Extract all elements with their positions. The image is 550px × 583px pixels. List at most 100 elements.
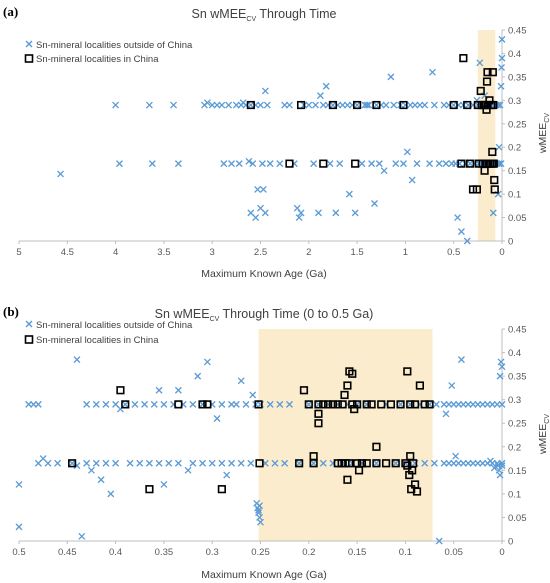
data-point-outside-china: [408, 176, 416, 184]
data-point-outside-china: [400, 160, 407, 168]
data-point-china: [409, 459, 418, 468]
data-point-china: [410, 400, 420, 409]
y-tick-label: 0: [508, 237, 513, 248]
data-point-outside-china: [160, 400, 168, 408]
data-point-china: [309, 452, 318, 461]
data-point-outside-china: [121, 400, 129, 408]
data-point-outside-china: [237, 377, 245, 385]
data-point-outside-china: [448, 382, 456, 389]
data-point-china: [343, 475, 352, 484]
data-point-outside-china: [141, 400, 149, 408]
data-point-outside-china: [426, 160, 434, 168]
data-point-outside-china: [312, 101, 320, 109]
data-point-outside-china: [256, 502, 263, 510]
data-point-china: [490, 185, 499, 194]
data-point-outside-china: [310, 160, 318, 168]
panel-b-legend-marker-outside-china: [25, 320, 33, 328]
data-point-outside-china: [365, 101, 373, 109]
data-point-china: [449, 100, 458, 110]
panel-b-title-main: Sn wMEE: [155, 307, 210, 321]
data-point-outside-china: [237, 459, 245, 467]
data-point-china: [386, 400, 396, 409]
data-point-china: [372, 100, 381, 110]
data-point-outside-china: [170, 101, 178, 109]
panel-a-legend-label-china: Sn-mineral localities in China: [36, 54, 159, 65]
data-point-outside-china: [489, 209, 497, 217]
data-point-outside-china: [259, 185, 267, 193]
data-point-china: [295, 459, 304, 468]
data-point-china: [314, 419, 323, 428]
data-point-outside-china: [261, 87, 269, 95]
y-tick-label: 0.25: [508, 419, 527, 430]
data-point-outside-china: [413, 160, 421, 168]
data-point-outside-china: [102, 459, 110, 467]
panel-b-legend-label-outside-china: Sn-mineral localities outside of China: [36, 320, 193, 331]
panel-b-highlight-band: [258, 329, 433, 541]
panel-a-title-rest: Through Time: [256, 7, 336, 21]
x-tick-label: 0.5: [12, 547, 25, 558]
panel-a-y-axis-title: wMEECV: [537, 113, 550, 154]
data-point-outside-china: [220, 160, 228, 168]
x-tick-label: 0.05: [444, 547, 463, 558]
panel-a-legend-marker-outside-china: [25, 40, 33, 48]
x-tick-label: 0.1: [399, 547, 412, 558]
panel-b-y-axis-title-sub: CV: [544, 414, 550, 424]
x-tick-label: 0.2: [302, 547, 315, 558]
data-point-outside-china: [452, 452, 460, 460]
data-point-outside-china: [368, 160, 376, 168]
data-point-china: [333, 459, 342, 468]
data-point-outside-china: [107, 490, 115, 498]
data-point-china: [399, 100, 408, 110]
panel-a-title-main: Sn wMEE: [192, 7, 247, 21]
data-point-outside-china: [375, 160, 383, 168]
data-point-outside-china: [457, 228, 465, 236]
data-point-outside-china: [83, 400, 91, 408]
x-tick-label: 2.5: [254, 247, 267, 258]
data-point-outside-china: [435, 160, 443, 168]
x-tick-label: 0.4: [109, 547, 122, 558]
data-point-china: [489, 100, 498, 110]
data-point-outside-china: [353, 101, 361, 109]
panel-a-series-china: [246, 54, 499, 194]
data-point-outside-china: [78, 532, 86, 540]
data-point-outside-china: [155, 459, 163, 467]
data-point-outside-china: [286, 400, 293, 408]
panel-b-title: Sn wMEECV Through Time (0 to 0.5 Ga): [155, 307, 374, 323]
data-point-china: [420, 400, 429, 409]
y-tick-label: 0.3: [508, 395, 521, 406]
data-point-outside-china: [112, 459, 120, 467]
data-point-china: [348, 400, 357, 409]
panel-b-series-china: [68, 367, 434, 496]
data-point-outside-china: [336, 160, 344, 168]
y-tick-label: 0.2: [508, 143, 521, 154]
panel-b-y-axis-title-main: wMEE: [537, 424, 549, 455]
data-point-outside-china: [15, 481, 23, 488]
y-tick-label: 0.35: [508, 372, 527, 383]
data-point-outside-china: [397, 400, 405, 408]
data-point-outside-china: [57, 170, 64, 178]
panel-b-legend-marker-china: [24, 335, 34, 344]
data-point-outside-china: [380, 167, 388, 175]
data-point-china: [314, 409, 323, 418]
data-point-outside-china: [266, 160, 274, 168]
data-point-outside-china: [295, 459, 303, 467]
panel-b-y-axis-title: wMEECV: [537, 414, 550, 455]
data-point-outside-china: [421, 101, 429, 109]
data-point-china: [217, 485, 226, 494]
data-point-outside-china: [54, 459, 62, 467]
data-point-outside-china: [281, 459, 289, 467]
data-point-china: [377, 400, 386, 409]
data-point-outside-china: [266, 400, 274, 408]
data-point-china: [459, 54, 468, 63]
data-point-china: [314, 400, 323, 409]
data-point-outside-china: [145, 459, 153, 467]
x-tick-label: 0.3: [206, 547, 219, 558]
y-tick-label: 0.1: [508, 190, 521, 201]
x-tick-label: 0: [499, 547, 504, 558]
y-tick-label: 0.15: [508, 466, 527, 477]
data-point-china: [338, 400, 347, 409]
data-point-outside-china: [174, 459, 182, 467]
data-point-china: [333, 400, 342, 409]
panel-b-y-tick-labels: 0 0.05 0.1 0.15 0.2 0.25 0.3 0.35 0.4 0.45: [502, 325, 527, 548]
data-point-outside-china: [432, 400, 440, 408]
